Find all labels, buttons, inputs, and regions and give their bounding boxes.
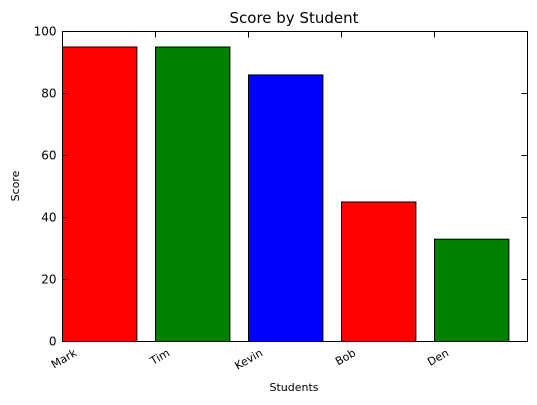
y-axis-ticks: 0 20 40 60 80 100: [34, 25, 528, 349]
x-tick-label-bob: Bob: [333, 346, 358, 368]
bar-den: [434, 238, 510, 342]
bar-mark: [62, 46, 138, 342]
x-tick-label-mark: Mark: [49, 346, 80, 371]
y-axis-label: Score: [9, 170, 22, 201]
y-tick-label: 60: [41, 149, 56, 163]
y-tick-label: 40: [41, 211, 56, 225]
bar-kevin: [248, 74, 324, 343]
bars-layer: [62, 46, 510, 343]
y-tick-label: 20: [41, 273, 56, 287]
plot-frame: [62, 31, 528, 342]
x-tick-label-tim: Tim: [147, 346, 172, 368]
x-axis-label: Students: [269, 381, 318, 394]
y-tick-label: 80: [41, 87, 56, 101]
chart-title: Score by Student: [230, 9, 359, 27]
x-tick-label-kevin: Kevin: [233, 346, 265, 372]
y-tick-label: 100: [34, 25, 57, 39]
x-tick-label-den: Den: [425, 346, 451, 368]
bar-tim: [155, 46, 231, 342]
bar-bob: [341, 201, 417, 342]
x-axis-category-labels: Mark Tim Kevin Bob Den: [49, 346, 451, 373]
y-tick-label: 0: [49, 335, 57, 349]
